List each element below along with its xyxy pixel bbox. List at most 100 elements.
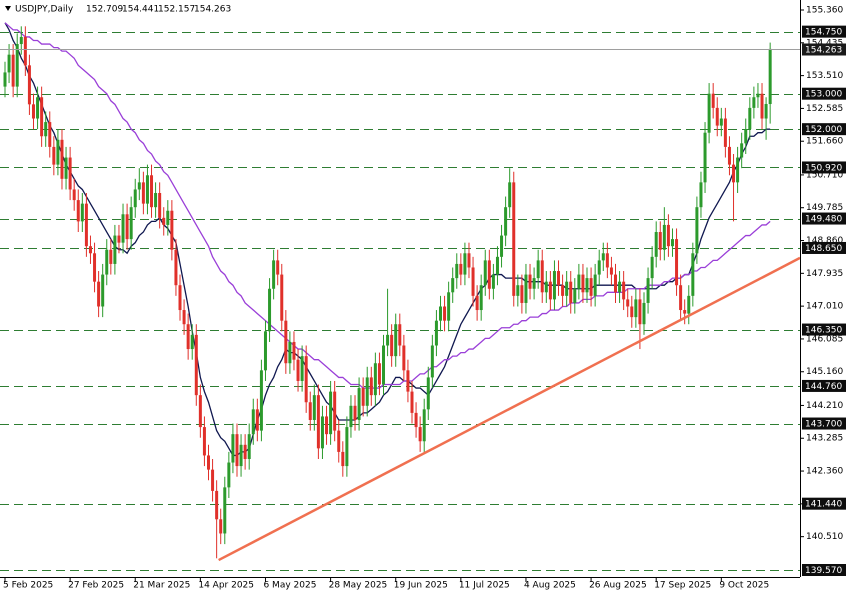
- y-tick-label: 146.085: [806, 334, 843, 344]
- candle-body: [44, 122, 48, 137]
- candle-body: [552, 271, 556, 300]
- candle-body: [414, 412, 418, 428]
- candle-body: [329, 391, 333, 435]
- candle-body: [532, 278, 536, 289]
- candle-body: [288, 341, 292, 364]
- candle-body: [459, 263, 463, 275]
- candle-body: [520, 285, 524, 303]
- candle-body: [430, 345, 434, 378]
- y-tick-label: 152.585: [806, 104, 843, 114]
- y-tick-label: 155.360: [806, 6, 843, 16]
- candle-body: [52, 146, 56, 165]
- candle-body: [23, 36, 27, 66]
- candle-body: [723, 118, 727, 147]
- level-label-box: [802, 564, 846, 576]
- candle-body: [455, 263, 459, 279]
- candle-body: [406, 370, 410, 392]
- candle-body: [622, 281, 626, 300]
- candle-body: [162, 217, 166, 225]
- candle-body: [247, 434, 251, 459]
- moving-average: [4, 22, 771, 389]
- candle-body: [471, 267, 475, 296]
- candle-body: [68, 157, 72, 190]
- candle-body: [341, 451, 345, 467]
- candle-body: [569, 281, 573, 303]
- candle-body: [601, 253, 605, 261]
- candle-body: [300, 356, 304, 381]
- candle-body: [76, 200, 80, 222]
- candle-body: [544, 281, 548, 293]
- candle-body: [390, 334, 394, 357]
- collapse-arrow[interactable]: [5, 6, 11, 11]
- candle-body: [337, 430, 341, 452]
- candle-body: [756, 93, 760, 98]
- candle-body: [528, 274, 532, 289]
- candle-body: [565, 281, 569, 296]
- level-label: 150.920: [805, 163, 842, 173]
- high-label: 154.441: [122, 5, 159, 15]
- level-label-box: [802, 212, 846, 225]
- candle-body: [650, 256, 654, 279]
- candle-body: [255, 409, 259, 431]
- candle-body: [259, 370, 263, 431]
- candle-body: [154, 193, 158, 208]
- x-tick-label: 19 Jun 2025: [394, 581, 448, 591]
- candle-body: [36, 97, 40, 119]
- level-label-box: [802, 25, 846, 38]
- candle-body: [740, 143, 744, 158]
- symbol-label: USDJPY,Daily: [15, 5, 74, 15]
- candle-body: [48, 122, 52, 147]
- candle-body: [675, 239, 679, 286]
- level-label: 139.570: [805, 566, 842, 576]
- level-label: 146.350: [805, 326, 842, 336]
- candle-body: [7, 54, 11, 73]
- x-tick-label: 17 Sep 2025: [654, 581, 711, 591]
- candle-body: [666, 224, 670, 247]
- level-label-box: [802, 323, 846, 336]
- candle-body: [508, 182, 512, 208]
- level-label: 149.480: [805, 215, 842, 225]
- candle-body: [158, 193, 162, 218]
- candle-body: [630, 306, 634, 318]
- candle-body: [504, 207, 508, 236]
- candle-body: [703, 132, 707, 183]
- y-tick-label: 140.510: [806, 532, 843, 542]
- candle-body: [231, 434, 235, 463]
- candle-body: [589, 278, 593, 296]
- candle-body: [760, 93, 764, 119]
- candle-body: [646, 278, 650, 303]
- candle-body: [227, 462, 231, 488]
- candle-body: [483, 260, 487, 286]
- candle-body: [524, 274, 528, 303]
- candle-body: [133, 189, 137, 208]
- candle-body: [56, 139, 60, 165]
- x-tick-label: 4 Aug 2025: [524, 581, 576, 591]
- candle-body: [272, 260, 276, 289]
- candle-body: [748, 107, 752, 130]
- candle-body: [593, 274, 597, 296]
- candle-body: [276, 260, 280, 275]
- x-tick-label: 14 Apr 2025: [198, 581, 254, 591]
- candle-body: [662, 224, 666, 250]
- x-tick-label: 26 Aug 2025: [589, 581, 647, 591]
- candle-body: [296, 359, 300, 381]
- x-tick-label: 27 Feb 2025: [68, 581, 124, 591]
- candle-body: [280, 274, 284, 321]
- level-label: 143.700: [805, 420, 842, 430]
- candle-body: [581, 274, 585, 293]
- candle-body: [93, 253, 97, 282]
- level-label: 148.650: [805, 244, 842, 254]
- candle-body: [605, 253, 609, 268]
- level-label-box: [802, 417, 846, 430]
- level-label-box: [802, 87, 846, 100]
- candle-body: [585, 278, 589, 293]
- candle-body: [727, 146, 731, 165]
- candle-body: [451, 278, 455, 293]
- candle-body: [80, 203, 84, 222]
- candle-body: [109, 249, 113, 264]
- candle-body: [467, 253, 471, 268]
- candle-body: [548, 281, 552, 300]
- open-label: 152.709: [86, 5, 123, 15]
- candle-body: [141, 182, 145, 204]
- x-tick-label: 9 Oct 2025: [719, 581, 769, 591]
